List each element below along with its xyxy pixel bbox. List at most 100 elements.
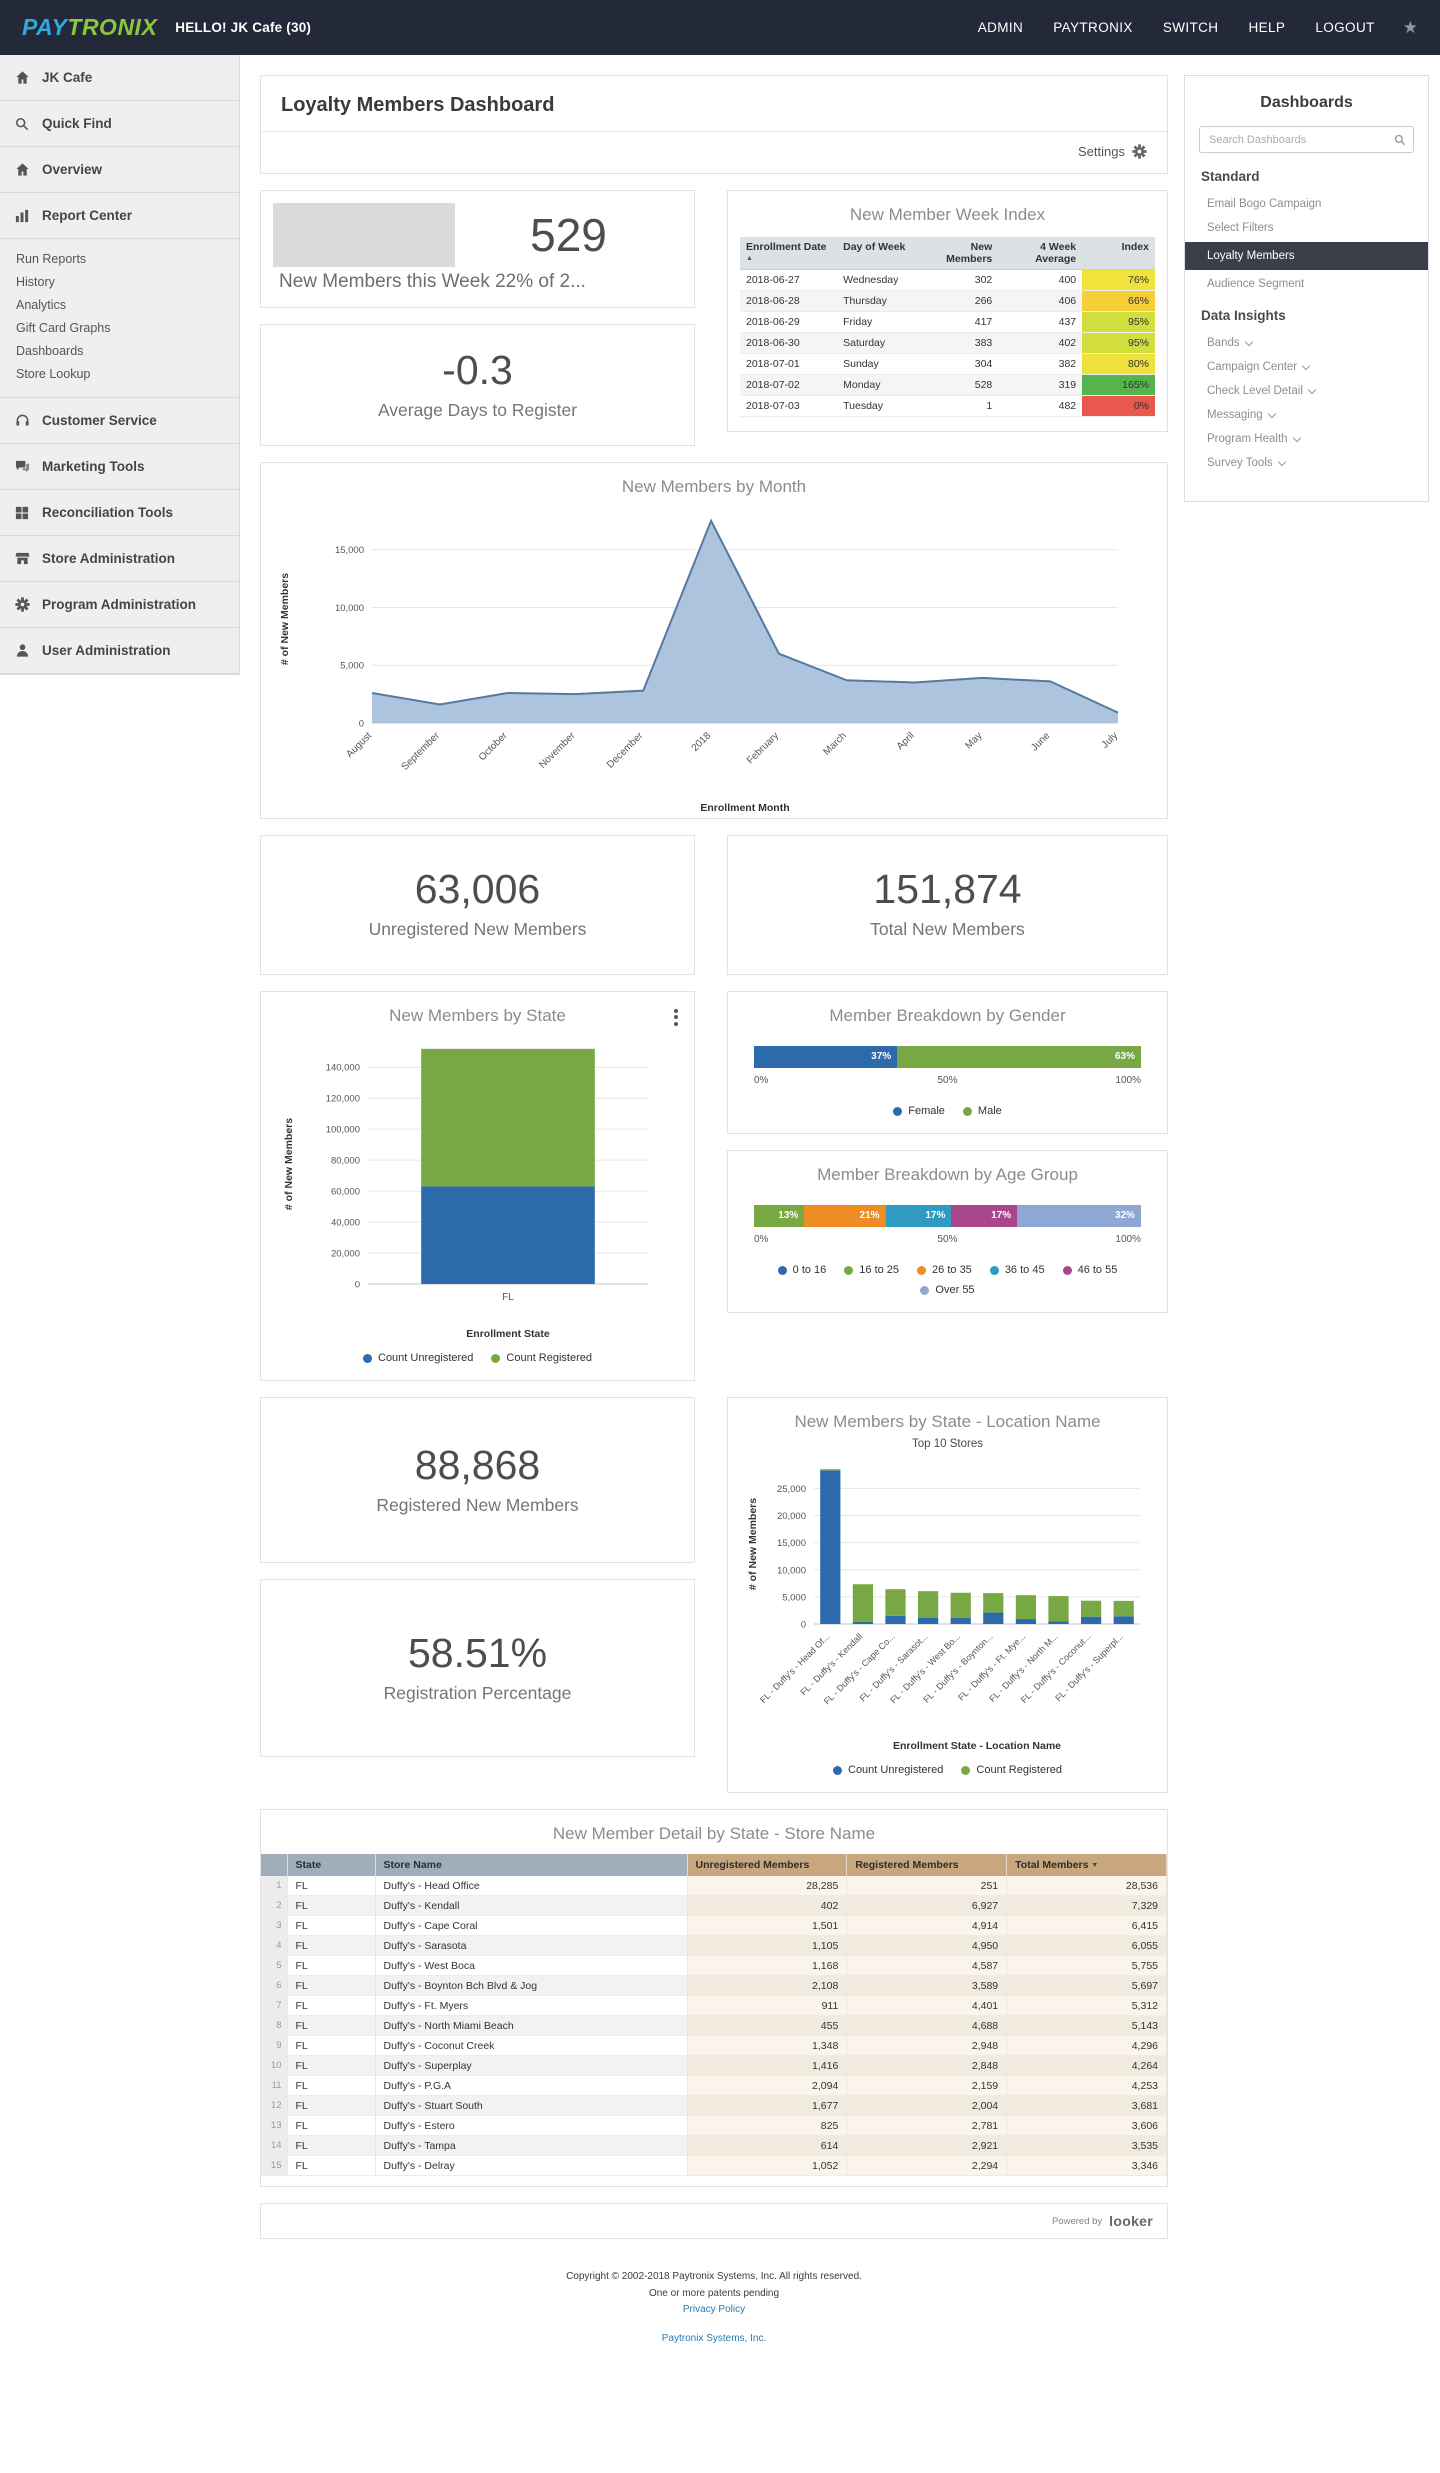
legend-item[interactable]: 0 to 16 (777, 1264, 826, 1276)
dashboard-item-check-level-detail[interactable]: Check Level Detail (1199, 379, 1414, 403)
legend-item[interactable]: Count Registered (491, 1352, 592, 1364)
dashboards-panel: Dashboards Standard Email Bogo Campaign … (1184, 75, 1429, 502)
sidebar-item-store-administration[interactable]: Store Administration (0, 536, 239, 582)
kebab-menu-icon[interactable] (670, 1004, 682, 1030)
sidebar-item-report-center[interactable]: Report Center (0, 193, 239, 239)
members_by_state-svg[interactable]: 0 20,000 40,000 60,000 80,000 100,000 120,000 1… (278, 1032, 678, 1344)
legend-item[interactable]: Over 55 (920, 1284, 975, 1296)
sidebar-item-customer-service[interactable]: Customer Service (0, 398, 239, 444)
privacy-policy-link[interactable]: Privacy Policy (682, 2304, 746, 2315)
nav-switch-link[interactable]: SWITCH (1162, 20, 1219, 35)
legend-item[interactable]: 46 to 55 (1062, 1264, 1117, 1276)
nav-logout-link[interactable]: LOGOUT (1315, 20, 1375, 35)
nav-admin-link[interactable]: ADMIN (977, 20, 1024, 35)
column-header-total[interactable]: Total Members ▼ (1006, 1854, 1167, 1876)
members-by-month-chart[interactable]: 0 5,000 10,000 15,000 August September October… (261, 503, 1167, 818)
column-header-enrollment-date[interactable]: Enrollment Date ▲ (740, 237, 838, 270)
bar-segment[interactable]: 37% (754, 1046, 898, 1068)
table-cell: 3,681 (1006, 2095, 1167, 2116)
column-header-registered[interactable]: Registered Members (846, 1854, 1008, 1876)
axis-ticks: 0% 50% 100% (754, 1234, 1141, 1245)
bar-segment[interactable]: 32% (1017, 1205, 1141, 1227)
dashboard-item-bands[interactable]: Bands (1199, 331, 1414, 355)
search-input[interactable] (1199, 126, 1414, 153)
table-cell: 1,168 (687, 1955, 848, 1976)
dashboard-item-audience-segment[interactable]: Audience Segment (1207, 278, 1305, 290)
dashboard-item-email-bogo-campaign[interactable]: Email Bogo Campaign (1207, 198, 1322, 210)
legend-dot (920, 1285, 930, 1295)
table-header-row: Enrollment Date ▲ Day of Week New Member… (740, 237, 1155, 270)
table-cell: Duffy's - Sarasota (375, 1935, 688, 1956)
favorite-star-icon[interactable]: ★ (1402, 17, 1418, 37)
sidebar-item-user-administration[interactable]: User Administration (0, 628, 239, 674)
percent-bar[interactable]: 37% 63% (754, 1046, 1141, 1068)
table-cell: 4,587 (846, 1955, 1008, 1976)
legend-dot (777, 1265, 787, 1275)
sidebar-item-marketing-tools[interactable]: Marketing Tools (0, 444, 239, 490)
dashboard-item-messaging[interactable]: Messaging (1199, 403, 1414, 427)
sidebar-subitem-history[interactable]: History (16, 275, 55, 289)
percent-bar[interactable]: 13% 21% 17% 17% 32% (754, 1205, 1141, 1227)
table-cell-avg: 382 (998, 353, 1083, 375)
table-cell-index: 95% (1082, 311, 1155, 333)
state_location-svg[interactable]: 0 5,000 10,000 15,000 20,000 25,000 FL - Duffy… (742, 1454, 1154, 1756)
sidebar-subitem-run-reports[interactable]: Run Reports (16, 252, 87, 266)
sidebar-item-overview[interactable]: Overview (0, 147, 239, 193)
state-location-chart[interactable]: 0 5,000 10,000 15,000 20,000 25,000 FL - Duffy… (728, 1454, 1167, 1756)
sidebar-item-program-administration[interactable]: Program Administration (0, 582, 239, 628)
members-by-state-chart[interactable]: 0 20,000 40,000 60,000 80,000 100,000 120,000 1… (261, 1032, 694, 1344)
bar-segment[interactable]: 21% (804, 1205, 886, 1227)
dashboard-item-loyalty-members[interactable]: Loyalty Members (1185, 242, 1428, 270)
column-header-index[interactable]: Index (1082, 237, 1155, 270)
sidebar-item-reconciliation-tools[interactable]: Reconciliation Tools (0, 490, 239, 536)
bar-segment[interactable]: 63% (897, 1046, 1141, 1068)
dashboard-item-select-filters[interactable]: Select Filters (1207, 222, 1274, 234)
sidebar-subitem-analytics[interactable]: Analytics (16, 298, 67, 312)
sidebar-subitem-dashboards[interactable]: Dashboards (16, 344, 84, 358)
column-header-unregistered[interactable]: Unregistered Members (687, 1854, 848, 1876)
legend-item[interactable]: Female (893, 1105, 945, 1117)
members-by-month-card: New Members by Month 0 5,000 10,000 15,000 A… (260, 462, 1168, 819)
dashboard-item-survey-tools[interactable]: Survey Tools (1199, 451, 1414, 475)
column-header-4-week-average[interactable]: 4 Week Average (998, 237, 1083, 270)
bar-segment[interactable]: 17% (951, 1205, 1018, 1227)
legend-item[interactable]: Count Registered (961, 1764, 1062, 1776)
column-header-state[interactable]: State (287, 1854, 376, 1876)
logo-tronix: TRONIX (67, 14, 158, 40)
bar-segment[interactable]: 17% (885, 1205, 952, 1227)
sidebar-subitem-store-lookup[interactable]: Store Lookup (16, 367, 91, 381)
legend-item[interactable]: 16 to 25 (844, 1264, 899, 1276)
sidebar-item-jk-cafe[interactable]: JK Cafe (0, 55, 239, 101)
table-cell: Duffy's - Estero (375, 2115, 688, 2136)
nav-paytronix-link[interactable]: PAYTRONIX (1053, 20, 1133, 35)
table-row: 7 FL Duffy's - Ft. Myers 911 4,401 5,312 (261, 1995, 1167, 2016)
dashboard-item-campaign-center[interactable]: Campaign Center (1199, 355, 1414, 379)
column-header-store-name[interactable]: Store Name (375, 1854, 688, 1876)
company-link[interactable]: Paytronix Systems, Inc. (661, 2332, 767, 2344)
stat-label: Total New Members (870, 919, 1025, 939)
dashboard-item-program-health[interactable]: Program Health (1199, 427, 1414, 451)
legend-item[interactable]: Count Unregistered (363, 1352, 473, 1364)
table-row: 8 FL Duffy's - North Miami Beach 455 4,688 5,… (261, 2015, 1167, 2036)
copyright-text: Copyright © 2002-2018 Paytronix Systems,… (566, 2271, 862, 2282)
chevron-down-icon (1244, 337, 1253, 346)
sidebar-item-quick-find[interactable]: Quick Find (0, 101, 239, 147)
sidebar-subitem-gift-card-graphs[interactable]: Gift Card Graphs (16, 321, 111, 335)
members_by_month-svg[interactable]: 0 5,000 10,000 15,000 August September October… (274, 503, 1154, 818)
column-header-new-members[interactable]: New Members (925, 237, 999, 270)
bar-segment[interactable]: 13% (754, 1205, 805, 1227)
paytronix-logo[interactable]: PAYTRONIX (22, 14, 157, 41)
age-breakdown-chart[interactable]: 13% 21% 17% 17% 32% 0% 50% 100% (728, 1191, 1167, 1252)
legend-item[interactable]: 26 to 35 (917, 1264, 972, 1276)
bar-segment (917, 1618, 938, 1624)
table-cell: Duffy's - P.G.A (375, 2075, 688, 2096)
gender-breakdown-chart[interactable]: 37% 63% 0% 50% 100% (728, 1032, 1167, 1093)
looker-logo[interactable]: looker (1109, 2213, 1153, 2229)
legend-dot (917, 1265, 927, 1275)
settings-button[interactable]: Settings (261, 132, 1167, 173)
legend-item[interactable]: Male (962, 1105, 1002, 1117)
column-header-day-of-week[interactable]: Day of Week (837, 237, 926, 270)
legend-item[interactable]: Count Unregistered (833, 1764, 943, 1776)
legend-item[interactable]: 36 to 45 (989, 1264, 1045, 1276)
nav-help-link[interactable]: HELP (1248, 20, 1286, 35)
